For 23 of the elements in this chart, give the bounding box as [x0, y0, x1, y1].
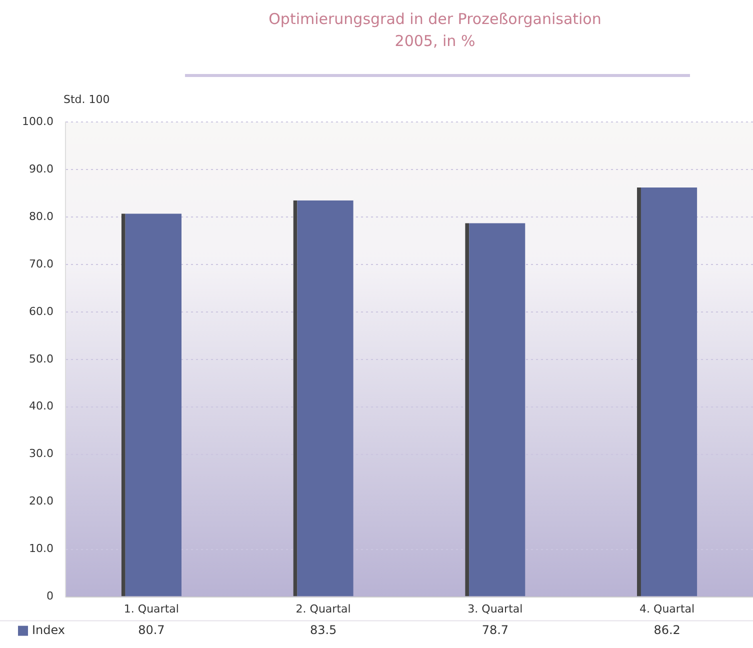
- data-label: 83.5: [310, 622, 337, 637]
- x-tick-label: 2. Quartal: [296, 602, 351, 616]
- y-tick-label: 80.0: [28, 210, 54, 223]
- x-tick-label: 4. Quartal: [640, 602, 695, 616]
- y-tick-label: 20.0: [28, 494, 54, 508]
- chart-title: Optimierungsgrad in der Prozeßorganisation: [268, 9, 602, 30]
- legend-label: Index: [32, 622, 66, 637]
- y-axis-title: Std. 100: [63, 92, 110, 106]
- data-label: 80.7: [138, 622, 165, 637]
- y-tick-label: 10.0: [28, 542, 54, 556]
- y-tick-label: 50.0: [28, 352, 54, 366]
- chart-subtitle: 2005, in %: [394, 31, 476, 52]
- y-tick-label: 70.0: [28, 257, 54, 270]
- y-tick-label: 60.0: [28, 304, 54, 318]
- y-tick-label: 100.0: [22, 114, 54, 128]
- y-tick-label: 0: [46, 590, 54, 603]
- data-label: 86.2: [654, 622, 680, 637]
- y-tick-label: 90.0: [28, 162, 54, 176]
- x-tick-label: 3. Quartal: [468, 602, 523, 616]
- data-label: 78.7: [482, 622, 509, 637]
- y-tick-label: 40.0: [28, 400, 54, 413]
- x-tick-label: 1. Quartal: [124, 602, 179, 616]
- y-tick-label: 30.0: [28, 447, 54, 460]
